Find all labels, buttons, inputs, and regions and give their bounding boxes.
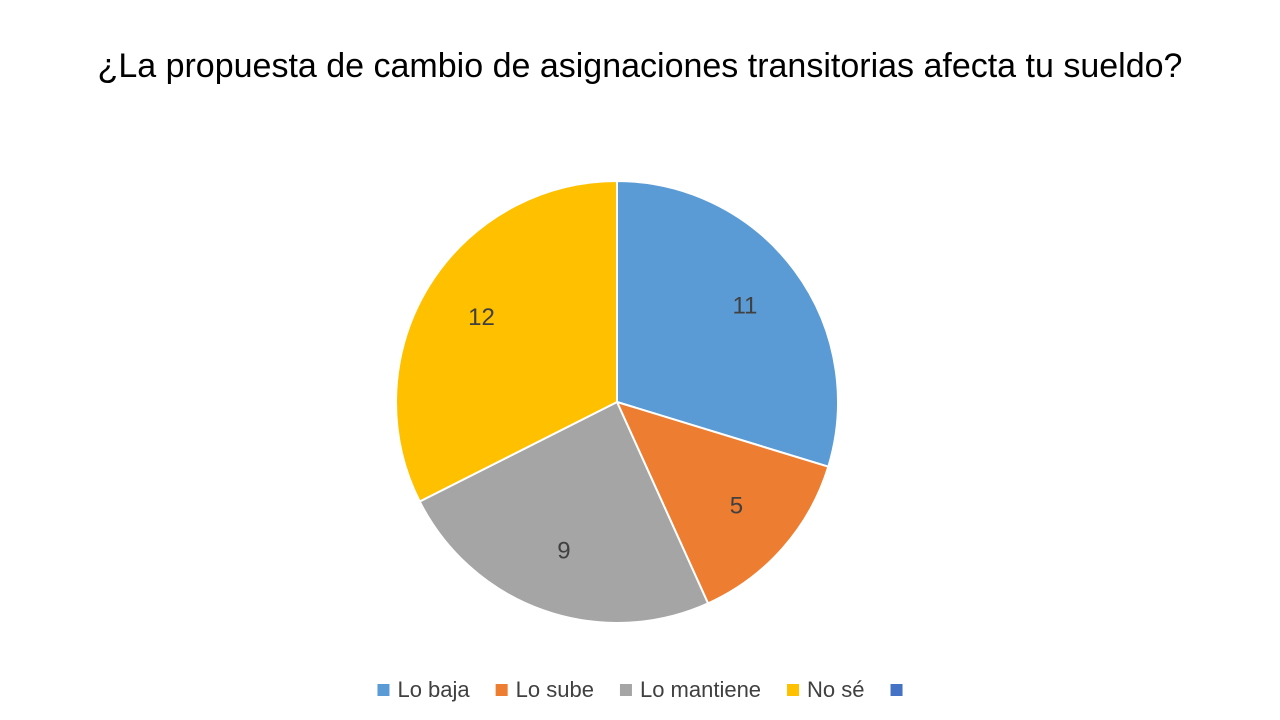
pie-slice: [395, 179, 618, 503]
legend-swatch: [495, 684, 508, 696]
pie-slice: [616, 179, 839, 468]
data-label: 11: [732, 293, 757, 320]
legend-label: Lo mantiene: [640, 677, 761, 702]
legend-label: No sé: [807, 677, 864, 702]
data-label: 12: [468, 304, 495, 331]
pie-slice: [615, 400, 830, 605]
data-label: 5: [730, 492, 743, 519]
legend-swatch: [890, 684, 903, 696]
pie-slice: [418, 400, 710, 624]
legend-label: Lo sube: [516, 677, 594, 702]
chart-title: ¿La propuesta de cambio de asignaciones …: [98, 47, 1183, 85]
legend-swatch: [377, 684, 390, 696]
legend-label: Lo baja: [397, 677, 470, 702]
data-label: 9: [557, 537, 570, 564]
legend-swatch: [619, 684, 632, 696]
legend-swatch: [787, 684, 800, 696]
legend: Lo baja Lo sube Lo mantiene No sé: [377, 677, 903, 702]
